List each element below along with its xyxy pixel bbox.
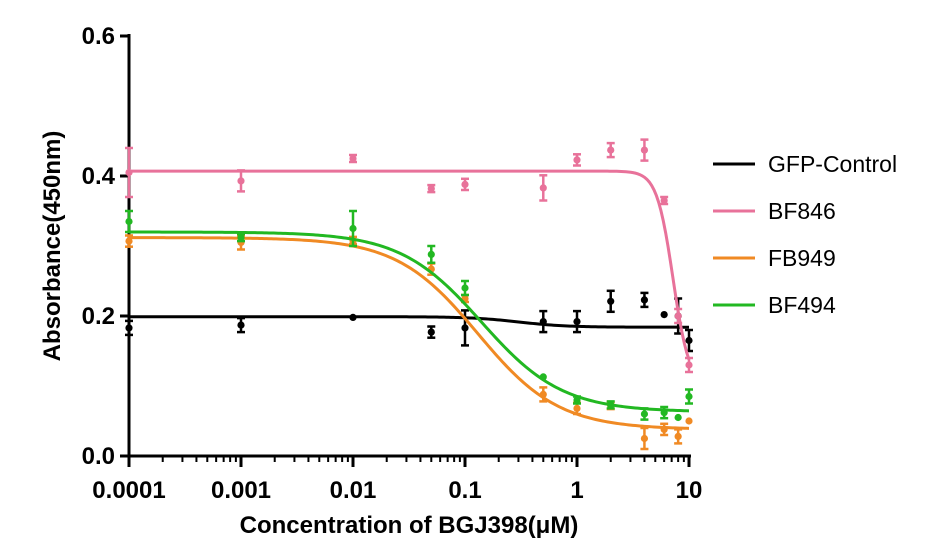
data-point: [125, 237, 133, 245]
data-point: [640, 146, 649, 154]
legend-label: FB949: [768, 245, 836, 271]
x-axis-title: Concentration of BGJ398(μM): [240, 512, 579, 539]
data-point: [125, 168, 133, 177]
data-point: [125, 324, 133, 332]
data-point: [573, 396, 581, 404]
data-point: [674, 432, 682, 440]
data-point: [125, 217, 133, 226]
data-point: [660, 425, 668, 433]
data-point: [685, 392, 693, 401]
x-tick-label: 0.001: [211, 477, 271, 504]
data-point: [607, 146, 615, 154]
data-point: [685, 336, 693, 345]
x-tick-label: 1: [570, 477, 583, 504]
data-point: [427, 250, 435, 258]
legend-label: GFP-Control: [768, 151, 897, 177]
data-point: [573, 318, 581, 326]
data-point: [607, 297, 615, 305]
data-point: [640, 410, 649, 418]
y-tick-label: 0.6: [82, 23, 115, 50]
fit-line-GFP-Control: [129, 315, 689, 329]
data-point: [461, 180, 469, 188]
data-point: [349, 224, 357, 233]
data-point: [427, 328, 435, 336]
data-point: [539, 184, 547, 192]
fit-line-BF846: [129, 169, 691, 361]
series-BF846: [125, 138, 693, 374]
data-point: [349, 154, 357, 163]
data-point: [237, 321, 245, 329]
data-point: [539, 318, 547, 326]
x-tick-label: 0.0001: [92, 477, 165, 504]
data-point: [685, 417, 693, 425]
fit-line-FB949: [129, 236, 690, 430]
data-point: [237, 177, 245, 185]
data-point: [237, 234, 245, 242]
data-point: [349, 313, 357, 321]
data-point: [607, 401, 615, 409]
series-GFP-Control: [125, 289, 693, 353]
legend-label: BF846: [768, 198, 836, 224]
fit-line-BF494: [129, 230, 690, 413]
y-tick-label: 0.4: [82, 163, 116, 190]
plot-area: [125, 138, 693, 451]
legend: GFP-Control BF846 FB949 BF494: [713, 151, 897, 318]
x-tick-label: 10: [676, 477, 703, 504]
series-BF494: [125, 209, 693, 422]
y-tick-label: 0.2: [82, 303, 115, 330]
x-tick-label: 0.1: [448, 477, 481, 504]
data-point: [427, 185, 435, 193]
data-point: [573, 404, 581, 412]
data-point: [640, 296, 649, 304]
data-point: [461, 284, 469, 292]
y-tick-label: 0.0: [82, 443, 115, 470]
data-point: [640, 434, 649, 443]
data-point: [660, 409, 668, 417]
data-point: [539, 390, 547, 398]
axes: 0.0 0.2 0.4 0.6 0.0001 0.001 0.01 0.1 1 10: [82, 23, 703, 504]
data-point: [539, 373, 547, 381]
x-tick-label: 0.01: [330, 477, 377, 504]
legend-label: BF494: [768, 292, 836, 318]
data-point: [461, 324, 469, 332]
data-point: [660, 311, 668, 319]
data-point: [674, 413, 682, 422]
data-point: [660, 196, 668, 205]
data-point: [685, 361, 693, 369]
data-point: [573, 156, 581, 164]
data-point: [674, 312, 682, 320]
series-FB949: [125, 234, 693, 451]
y-axis-title: Absorbance(450nm): [39, 131, 66, 362]
